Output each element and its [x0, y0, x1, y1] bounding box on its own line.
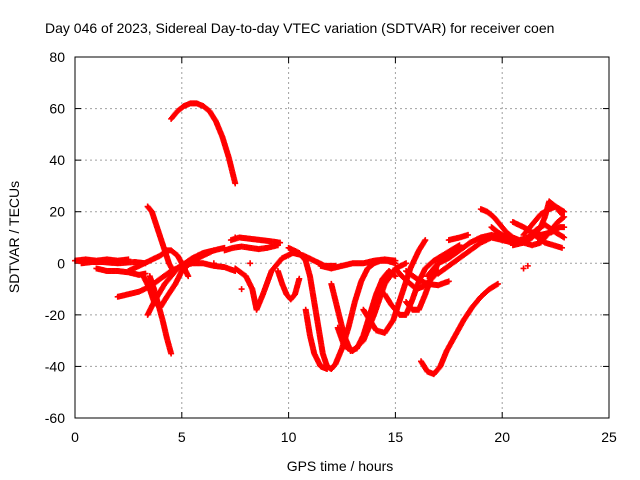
y-tick-label: -60: [45, 410, 65, 426]
series-track-16: [302, 306, 331, 373]
x-tick-label: 10: [281, 429, 297, 445]
y-tick-label: 20: [49, 204, 65, 220]
data-point-isolated: [238, 286, 245, 293]
x-axis-label: GPS time / hours: [287, 458, 394, 474]
data-point: [422, 237, 429, 244]
data-point: [210, 247, 217, 254]
data-point: [403, 260, 410, 267]
data-point: [296, 275, 303, 282]
x-tick-label: 20: [494, 429, 510, 445]
data-point-isolated: [520, 265, 527, 272]
series-track-19: [334, 260, 410, 354]
data-point: [559, 244, 566, 251]
series-track-14: [274, 268, 303, 303]
series-track-09: [125, 247, 192, 280]
data-point: [185, 273, 192, 280]
y-tick-label: -20: [45, 307, 65, 323]
series-track-24: [403, 268, 452, 289]
y-tick-label: 80: [49, 49, 65, 65]
plot-frame: [74, 56, 610, 419]
series-track-12: [221, 242, 281, 254]
data-point: [274, 242, 281, 249]
series-track-13: [232, 249, 339, 313]
series-track-28: [445, 231, 472, 244]
x-tick-label: 15: [388, 429, 404, 445]
series-track-34: [509, 219, 568, 238]
data-point: [445, 278, 452, 285]
data-point-isolated: [524, 262, 531, 269]
data-point: [561, 208, 568, 215]
data-marks: [72, 100, 568, 378]
x-tick-label: 0: [71, 429, 79, 445]
series-track-05: [144, 203, 177, 275]
data-point: [324, 366, 331, 373]
series-track-20: [360, 237, 429, 336]
data-point: [392, 257, 399, 264]
y-tick-label: 60: [49, 101, 65, 117]
series-track-06: [146, 273, 175, 357]
data-point-isolated: [247, 260, 254, 267]
x-tick-label: 5: [178, 429, 186, 445]
x-tick-label: 25: [601, 429, 617, 445]
series-track-32: [520, 203, 568, 238]
series-track-17: [317, 256, 399, 272]
data-point-isolated: [210, 260, 217, 267]
y-tick-label: 0: [57, 255, 65, 271]
y-tick-label: 40: [49, 152, 65, 168]
data-point: [465, 231, 472, 238]
x-axis-ticks: 0 5 10 15 20 25: [71, 57, 617, 445]
series-track-10: [168, 100, 239, 187]
data-point: [232, 180, 239, 187]
data-point: [561, 224, 568, 231]
series-track-25: [418, 280, 501, 378]
data-point: [494, 280, 501, 287]
data-point: [560, 214, 567, 221]
series-track-33: [531, 231, 566, 251]
series-track-02: [78, 258, 149, 267]
chart-title: Day 046 of 2023, Sidereal Day-to-day VTE…: [45, 20, 554, 36]
y-tick-label: -40: [45, 358, 65, 374]
y-axis-label: SDTVAR / TECUs: [6, 181, 22, 293]
data-point-isolated: [232, 234, 239, 241]
data-point: [456, 242, 463, 249]
data-point: [168, 350, 175, 357]
data-point: [561, 234, 568, 241]
